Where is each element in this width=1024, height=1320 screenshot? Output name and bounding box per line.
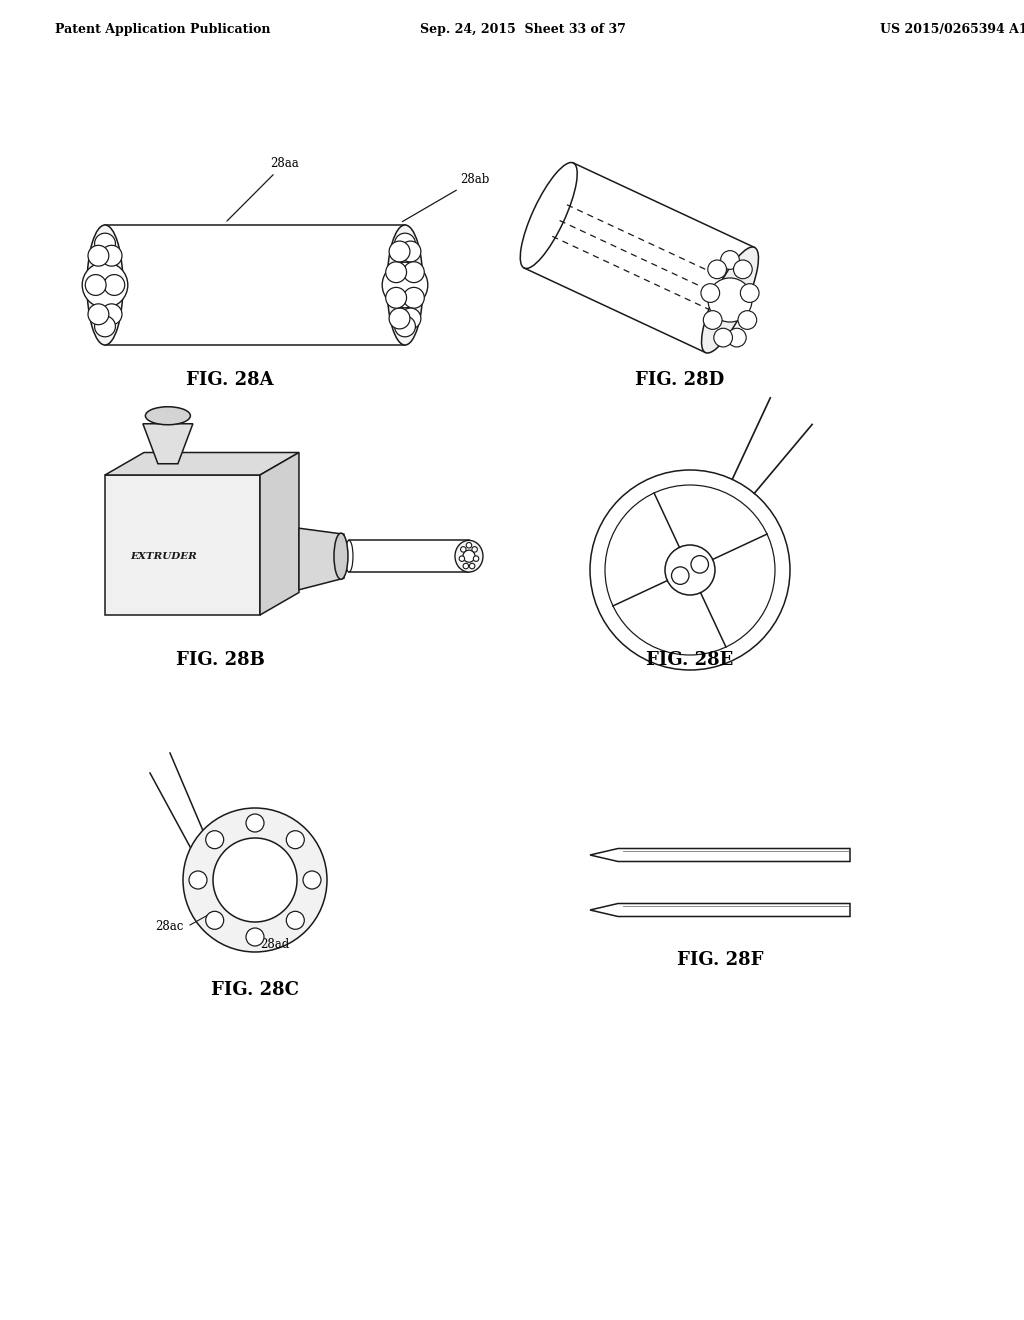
Text: 28aa: 28aa xyxy=(227,157,299,220)
Text: Patent Application Publication: Patent Application Publication xyxy=(55,24,270,37)
Polygon shape xyxy=(143,424,193,463)
Text: 28ac: 28ac xyxy=(155,920,183,933)
Text: 28ad: 28ad xyxy=(260,939,289,950)
Circle shape xyxy=(386,288,407,308)
Circle shape xyxy=(94,234,116,253)
Circle shape xyxy=(721,251,739,269)
Circle shape xyxy=(740,284,759,302)
Circle shape xyxy=(189,871,207,888)
Circle shape xyxy=(708,279,752,322)
Circle shape xyxy=(733,260,753,279)
Circle shape xyxy=(701,284,720,302)
Ellipse shape xyxy=(387,224,423,345)
Circle shape xyxy=(463,564,469,569)
Circle shape xyxy=(101,304,122,325)
Circle shape xyxy=(473,556,479,561)
Circle shape xyxy=(459,556,465,561)
Circle shape xyxy=(389,242,410,261)
Ellipse shape xyxy=(145,407,190,425)
Circle shape xyxy=(400,308,421,329)
Circle shape xyxy=(101,246,122,267)
Circle shape xyxy=(394,315,416,337)
Circle shape xyxy=(246,928,264,946)
Text: FIG. 28D: FIG. 28D xyxy=(635,371,725,389)
Circle shape xyxy=(463,550,475,562)
Ellipse shape xyxy=(334,533,348,579)
Text: FIG. 28B: FIG. 28B xyxy=(175,651,264,669)
Circle shape xyxy=(287,830,304,849)
Circle shape xyxy=(246,814,264,832)
Circle shape xyxy=(183,808,327,952)
Circle shape xyxy=(94,315,116,337)
Polygon shape xyxy=(105,453,299,475)
Circle shape xyxy=(708,260,726,279)
Circle shape xyxy=(472,546,477,552)
Circle shape xyxy=(389,308,410,329)
Circle shape xyxy=(287,911,304,929)
Ellipse shape xyxy=(455,540,483,572)
Circle shape xyxy=(85,275,106,296)
Polygon shape xyxy=(105,475,260,615)
Circle shape xyxy=(103,275,125,296)
Text: US 2015/0265394 A1: US 2015/0265394 A1 xyxy=(880,24,1024,37)
Circle shape xyxy=(206,830,223,849)
Circle shape xyxy=(461,546,466,552)
Circle shape xyxy=(403,288,424,308)
Text: FIG. 28E: FIG. 28E xyxy=(646,651,733,669)
Text: Sep. 24, 2015  Sheet 33 of 37: Sep. 24, 2015 Sheet 33 of 37 xyxy=(420,24,626,37)
Text: FIG. 28C: FIG. 28C xyxy=(211,981,299,999)
Circle shape xyxy=(213,838,297,921)
Circle shape xyxy=(82,263,128,308)
Circle shape xyxy=(403,261,424,282)
Text: 28ab: 28ab xyxy=(402,173,489,222)
Circle shape xyxy=(88,246,109,267)
Polygon shape xyxy=(299,528,344,590)
Text: FIG. 28A: FIG. 28A xyxy=(186,371,273,389)
Circle shape xyxy=(394,234,416,253)
Circle shape xyxy=(738,310,757,330)
Circle shape xyxy=(469,564,475,569)
Circle shape xyxy=(466,543,472,548)
Text: FIG. 28F: FIG. 28F xyxy=(677,950,763,969)
Circle shape xyxy=(714,329,732,347)
Ellipse shape xyxy=(701,247,759,352)
Text: EXTRUDER: EXTRUDER xyxy=(130,552,198,561)
Circle shape xyxy=(206,911,223,929)
Circle shape xyxy=(382,263,428,308)
Circle shape xyxy=(303,871,321,888)
Polygon shape xyxy=(260,453,299,615)
Circle shape xyxy=(703,310,722,330)
Circle shape xyxy=(88,304,109,325)
Ellipse shape xyxy=(87,224,123,345)
Circle shape xyxy=(400,242,421,261)
Circle shape xyxy=(727,329,746,347)
Circle shape xyxy=(386,261,407,282)
